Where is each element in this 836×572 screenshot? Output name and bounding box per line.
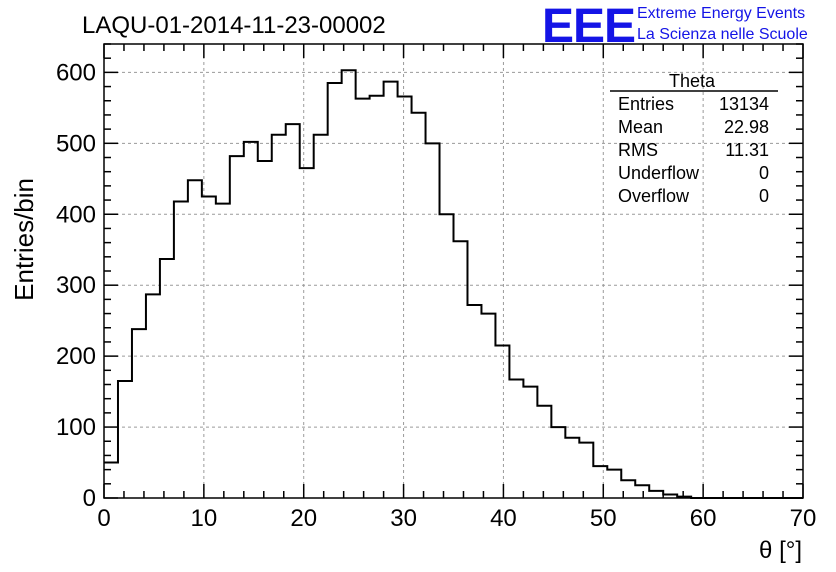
logo-letters: EEE xyxy=(542,0,635,53)
stats-value-rms: 11.31 xyxy=(725,140,769,160)
histogram-line xyxy=(104,69,803,499)
y-axis-label: Entries/bin xyxy=(9,178,39,301)
stats-value-entries: 13134 xyxy=(719,94,769,114)
x-axis-label: θ [°] xyxy=(759,537,802,564)
y-tick-label: 100 xyxy=(56,414,96,441)
axis-ticks xyxy=(103,43,804,499)
x-tick-label: 30 xyxy=(390,505,417,532)
grid-lines xyxy=(104,44,803,498)
stats-title: Theta xyxy=(669,71,716,91)
y-tick-label: 400 xyxy=(56,201,96,228)
chart-title: LAQU-01-2014-11-23-00002 xyxy=(82,12,386,39)
y-tick-labels: 0 100 200 300 400 500 600 xyxy=(56,59,96,512)
y-tick-label: 200 xyxy=(56,343,96,370)
stats-label-rms: RMS xyxy=(618,140,658,160)
x-tick-label: 70 xyxy=(790,505,817,532)
x-tick-label: 10 xyxy=(191,505,218,532)
y-tick-label: 0 xyxy=(83,485,96,512)
stats-label-mean: Mean xyxy=(618,117,663,137)
stats-label-underflow: Underflow xyxy=(618,163,700,183)
stats-label-entries: Entries xyxy=(618,94,674,114)
x-tick-labels: 0 10 20 30 40 50 60 70 xyxy=(97,505,816,532)
x-tick-label: 20 xyxy=(290,505,317,532)
x-tick-label: 60 xyxy=(690,505,717,532)
eee-logo: EEE Extreme Energy Events La Scienza nel… xyxy=(542,0,808,53)
x-tick-label: 40 xyxy=(490,505,517,532)
stats-label-overflow: Overflow xyxy=(618,186,690,206)
x-tick-label: 50 xyxy=(590,505,617,532)
y-tick-label: 300 xyxy=(56,272,96,299)
logo-line1: Extreme Energy Events xyxy=(637,5,805,22)
stats-box: Theta Entries 13134 Mean 22.98 RMS 11.31… xyxy=(610,71,778,206)
stats-value-underflow: 0 xyxy=(759,163,769,183)
logo-line2: La Scienza nelle Scuole xyxy=(637,26,808,43)
x-tick-label: 0 xyxy=(97,505,110,532)
stats-value-overflow: 0 xyxy=(759,186,769,206)
y-tick-label: 600 xyxy=(56,59,96,86)
y-tick-label: 500 xyxy=(56,130,96,157)
stats-value-mean: 22.98 xyxy=(724,117,769,137)
